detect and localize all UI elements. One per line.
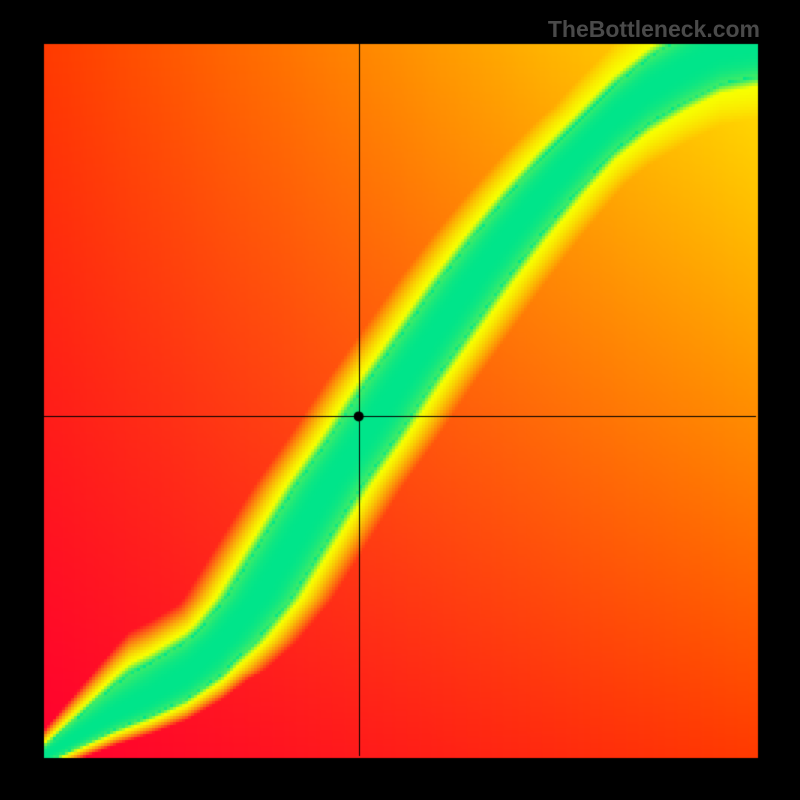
heatmap-canvas xyxy=(0,0,800,800)
chart-container: TheBottleneck.com xyxy=(0,0,800,800)
watermark-text: TheBottleneck.com xyxy=(548,16,760,43)
